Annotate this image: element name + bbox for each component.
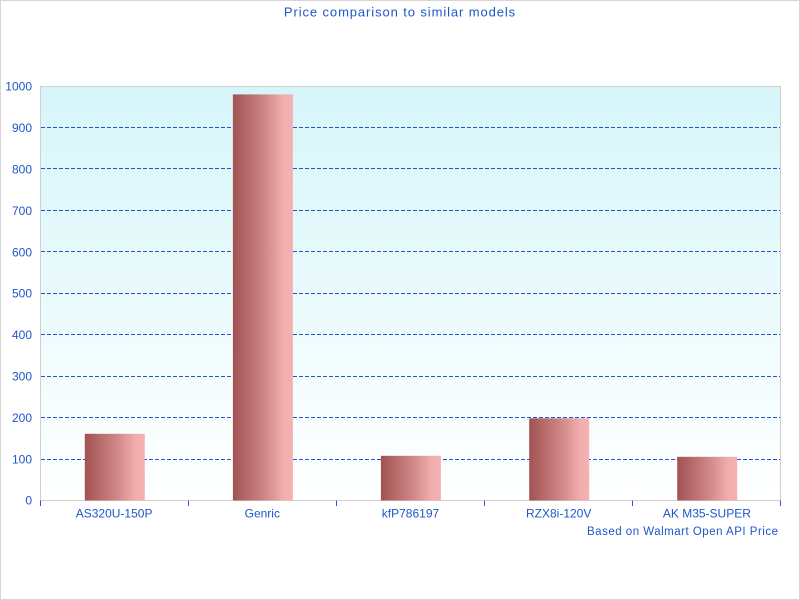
- svg-text:900: 900: [12, 121, 32, 135]
- svg-text:800: 800: [12, 163, 32, 177]
- svg-text:Price comparison to similar mo: Price comparison to similar models: [284, 4, 516, 19]
- svg-text:300: 300: [12, 370, 32, 384]
- svg-text:700: 700: [12, 204, 32, 218]
- svg-text:200: 200: [12, 411, 32, 425]
- svg-text:Genric: Genric: [245, 507, 280, 521]
- svg-text:AK M35-SUPER: AK M35-SUPER: [663, 507, 751, 521]
- svg-text:RZX8i-120V: RZX8i-120V: [526, 507, 591, 521]
- svg-text:400: 400: [12, 328, 32, 342]
- svg-text:AS320U-150P: AS320U-150P: [76, 507, 153, 521]
- svg-text:kfP786197: kfP786197: [382, 507, 440, 521]
- svg-text:600: 600: [12, 245, 32, 259]
- svg-text:100: 100: [12, 452, 32, 466]
- svg-text:Based on Walmart Open API Pric: Based on Walmart Open API Price: [587, 526, 779, 538]
- svg-text:0: 0: [25, 494, 32, 508]
- svg-text:500: 500: [12, 287, 32, 301]
- svg-text:1000: 1000: [5, 80, 32, 94]
